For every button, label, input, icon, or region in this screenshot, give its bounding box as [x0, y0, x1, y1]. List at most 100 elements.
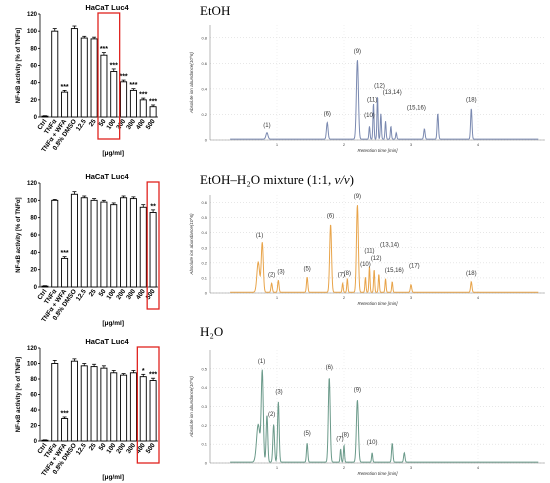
- x-axis-unit: [μg/ml]: [102, 150, 124, 157]
- y-axis-label: Absolute ion abundance(10^6): [189, 52, 194, 114]
- bar: [70, 193, 78, 288]
- category-label: 500: [145, 118, 157, 131]
- y-tick-label: 120: [27, 346, 38, 352]
- bar: [139, 376, 147, 442]
- y-axis-label: NF-κB activity [% of TNFα]: [16, 197, 22, 272]
- bar: [110, 71, 118, 118]
- bar: [120, 81, 128, 118]
- y-tick-label: 0.1: [201, 442, 207, 447]
- bar: [139, 206, 147, 288]
- x-tick-label: 4: [477, 142, 480, 147]
- peak-label: (3): [277, 269, 284, 275]
- y-tick-label: 0.5: [201, 366, 207, 371]
- category-label: 12.5: [75, 118, 88, 133]
- y-tick-label: 20: [30, 424, 37, 430]
- y-tick-label: 20: [30, 268, 37, 274]
- category-label: 100: [105, 442, 117, 455]
- y-tick-label: 100: [27, 198, 38, 204]
- peak-label: (2): [268, 412, 275, 418]
- x-tick-label: 1: [276, 465, 279, 470]
- significance-mark: ***: [149, 372, 157, 379]
- bar-chart-ethanol: HaCaT Luc4 0 20 40 60 80 100 120 NF-κB activity …: [16, 3, 158, 157]
- peak-label: (6): [324, 112, 331, 118]
- bar: [70, 360, 78, 442]
- y-tick-label: 0.3: [201, 404, 207, 409]
- y-tick-label: 0.4: [201, 230, 207, 235]
- chromatogram-mixture: 0 0.1 0.2 0.3 0.4 0.5 0.6 1 2 3 4 (1) (2)(3) (5) (6) (7…: [189, 194, 545, 306]
- bar: [149, 212, 157, 288]
- y-axis-label: NF-κB activity [% of TNFα]: [16, 28, 22, 103]
- category-label: 200: [115, 288, 127, 301]
- peak-label: (10): [364, 113, 375, 119]
- section-title-ethanol: EtOH: [200, 3, 230, 18]
- category-label: 25: [88, 442, 98, 452]
- category-label: 300: [125, 288, 137, 301]
- significance-mark: **: [150, 203, 156, 210]
- chromatogram-ethanol: 00.20.40.60.81 2 3 4(1)(6)(9)(10)(11)(12)(1…: [189, 25, 545, 153]
- category-label: 500: [145, 442, 157, 455]
- section-title-mixture: EtOH–H₂O mixture (1:1, v/v): [200, 172, 354, 187]
- y-tick-label: 80: [30, 46, 37, 52]
- peak-label: (12): [371, 256, 382, 262]
- y-tick-label: 40: [30, 250, 37, 256]
- chromatogram-trace: [230, 60, 539, 140]
- x-tick-label: 1: [276, 295, 279, 300]
- category-label: 100: [105, 288, 117, 301]
- peak-label: (10): [360, 262, 371, 268]
- y-tick-label: 100: [27, 362, 38, 368]
- chart-title: HaCaT Luc4: [85, 337, 129, 346]
- peak-label: (8): [342, 433, 349, 439]
- bar: [100, 54, 108, 118]
- bar: [139, 99, 147, 118]
- y-tick-label: 60: [30, 393, 37, 399]
- category-label: 300: [125, 118, 137, 131]
- category-label: 50: [98, 288, 108, 298]
- highlight-box: [136, 346, 160, 464]
- y-tick-label: 0.5: [201, 215, 207, 220]
- category-label: 25: [88, 118, 98, 128]
- y-tick-label: 0.6: [201, 61, 207, 66]
- x-tick-label: 4: [477, 465, 480, 470]
- category-label: 12.5: [75, 442, 88, 457]
- y-tick-label: 20: [30, 98, 37, 104]
- bar: [149, 106, 157, 118]
- x-axis-label: Retention time [min]: [357, 471, 398, 476]
- x-axis-unit: [μg/ml]: [102, 320, 124, 327]
- bar: [61, 257, 69, 288]
- y-tick-label: 100: [27, 29, 38, 35]
- bar: [90, 38, 98, 118]
- y-tick-label: 60: [30, 233, 37, 239]
- bar: [41, 439, 49, 442]
- x-tick-label: 4: [477, 295, 480, 300]
- bar: [149, 380, 157, 442]
- peak-label: (13,14): [383, 90, 402, 96]
- y-tick-label: 0.4: [201, 86, 207, 91]
- bar-chart-mixture: HaCaT Luc4 0 20 40 60 80 100 120 NF-κB activity …: [16, 172, 160, 327]
- peak-label: (15,16): [407, 105, 426, 111]
- significance-mark: *: [142, 368, 145, 375]
- y-tick-label: 80: [30, 377, 37, 383]
- peak-label: (5): [303, 266, 310, 272]
- peak-label: (11): [367, 98, 377, 104]
- peak-label: (5): [303, 431, 310, 437]
- y-tick-label: 0.4: [201, 385, 207, 390]
- bar: [61, 418, 69, 442]
- peak-label: (7): [338, 272, 345, 278]
- y-tick-label: 0: [205, 291, 208, 296]
- chromatogram-trace: [230, 205, 539, 293]
- y-tick-label: 120: [27, 181, 38, 187]
- significance-mark: ***: [119, 74, 127, 81]
- bar: [129, 198, 137, 288]
- x-axis-label: Retention time [min]: [357, 148, 398, 153]
- peak-label: (10): [367, 440, 378, 446]
- chart-title: HaCaT Luc4: [85, 3, 129, 12]
- x-tick-label: 3: [410, 465, 413, 470]
- bar: [51, 363, 59, 442]
- y-tick-label: 0.2: [201, 423, 207, 428]
- bar: [120, 197, 128, 288]
- category-label: 12.5: [75, 288, 88, 303]
- x-axis-label: Retention time [min]: [357, 301, 398, 306]
- chart-title: HaCaT Luc4: [85, 172, 129, 181]
- x-axis-unit: [μg/ml]: [102, 474, 124, 481]
- chromatogram-water: 0 0.1 0.2 0.3 0.4 0.5 1 2 3 4 (1) (2) (3) (5) (6) (7)(8…: [189, 350, 545, 476]
